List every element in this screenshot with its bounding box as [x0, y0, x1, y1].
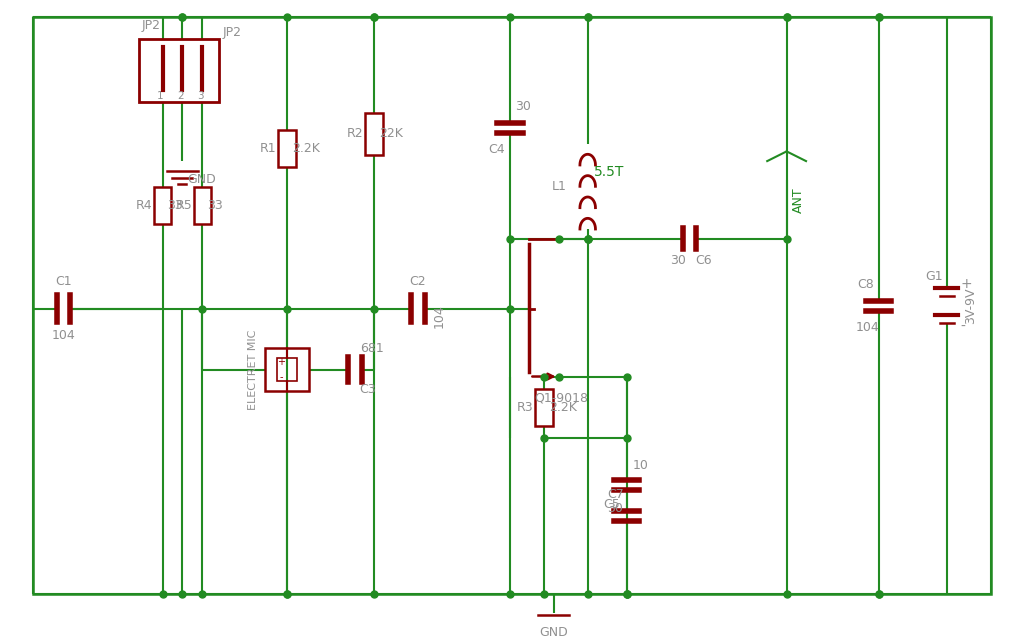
Text: 681: 681 — [359, 342, 383, 355]
Text: C3: C3 — [359, 383, 376, 396]
Text: GND: GND — [187, 173, 216, 186]
Text: 3V-9V: 3V-9V — [965, 287, 977, 324]
Text: ANT: ANT — [792, 187, 805, 212]
Text: L1: L1 — [552, 180, 566, 193]
Text: C7: C7 — [607, 488, 624, 501]
Bar — [278, 358, 297, 382]
Bar — [264, 349, 309, 391]
Text: Q1-9018: Q1-9018 — [535, 391, 589, 404]
Text: C2: C2 — [410, 275, 426, 288]
Bar — [366, 113, 383, 155]
Text: 2.2K: 2.2K — [549, 401, 577, 414]
Text: 30: 30 — [670, 254, 686, 266]
Bar — [279, 130, 296, 167]
Text: 104: 104 — [52, 329, 76, 342]
Bar — [194, 187, 211, 224]
Text: 30: 30 — [607, 502, 623, 515]
Text: R3: R3 — [517, 401, 534, 414]
Text: 5.5T: 5.5T — [594, 165, 624, 179]
Text: R2: R2 — [347, 127, 364, 141]
Text: -: - — [280, 373, 283, 382]
Bar — [536, 389, 553, 426]
Text: ELECTRET MIC: ELECTRET MIC — [248, 329, 258, 410]
Text: 2.2K: 2.2K — [292, 142, 319, 155]
Text: C8: C8 — [857, 278, 874, 291]
Text: R4: R4 — [135, 199, 153, 212]
Text: C1: C1 — [55, 275, 72, 288]
Bar — [154, 187, 171, 224]
Text: 33: 33 — [207, 199, 223, 212]
Text: -: - — [961, 320, 966, 334]
Text: 2: 2 — [177, 91, 184, 101]
Text: JP2: JP2 — [223, 27, 242, 39]
Text: C5: C5 — [603, 498, 620, 511]
Text: +: + — [278, 357, 285, 367]
Text: 104: 104 — [855, 321, 880, 333]
Text: 22K: 22K — [379, 127, 402, 141]
Text: GND: GND — [540, 626, 568, 636]
Text: R1: R1 — [260, 142, 276, 155]
Text: 33: 33 — [168, 199, 183, 212]
Text: C4: C4 — [488, 143, 505, 156]
Text: 30: 30 — [515, 100, 530, 113]
Text: 3: 3 — [198, 91, 204, 101]
Text: R5: R5 — [175, 199, 193, 212]
Text: +: + — [961, 277, 972, 291]
Text: G1: G1 — [926, 270, 943, 283]
Text: 1: 1 — [157, 91, 164, 101]
Bar — [139, 39, 219, 102]
Text: JP2: JP2 — [141, 18, 161, 32]
Text: 104: 104 — [432, 305, 445, 328]
Text: 10: 10 — [633, 459, 648, 473]
Text: C6: C6 — [695, 254, 712, 266]
